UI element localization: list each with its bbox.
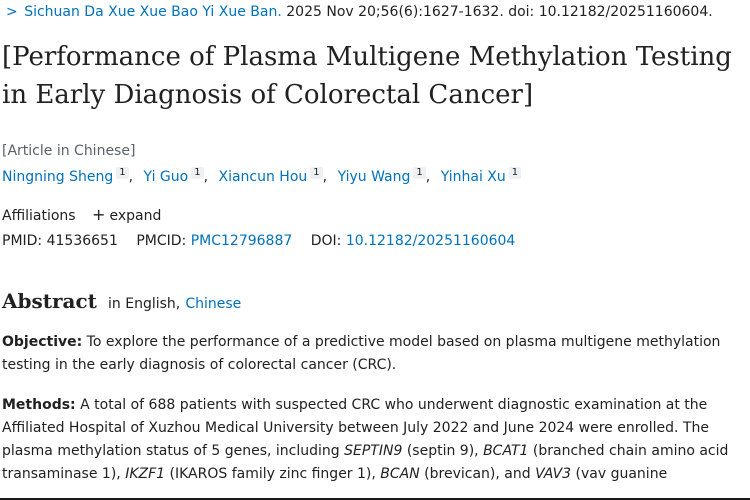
methods-label: Methods: [2, 397, 76, 413]
methods-text: (brevican), and [419, 466, 536, 482]
affiliations-row: Affiliations + expand [2, 205, 161, 224]
pmcid-label: PMCID: [136, 233, 187, 249]
doi-label: DOI: [310, 233, 342, 249]
abstract-language: in English, [108, 296, 181, 312]
gene-name: BCAT1 [483, 443, 529, 459]
article-title: [Performance of Plasma Multigene Methyla… [2, 42, 732, 110]
affiliation-number[interactable]: 1 [310, 167, 323, 179]
author-link[interactable]: Yiyu Wang [337, 169, 411, 185]
methods-text: (septin 9), [402, 443, 484, 459]
affiliations-label: Affiliations [2, 208, 76, 224]
expand-affiliations-button[interactable]: + expand [92, 205, 162, 224]
author-separator: , [425, 169, 431, 185]
gene-name: IKZF1 [125, 466, 166, 482]
objective-label: Objective: [2, 334, 83, 350]
author-link[interactable]: Xiancun Hou [218, 169, 308, 185]
plus-icon: + [92, 205, 106, 224]
methods-text: (branched chain amino acid transaminase … [2, 443, 729, 482]
author-separator: , [322, 169, 328, 185]
chevron-right-icon: > [6, 4, 18, 20]
methods-paragraph: Methods: A total of 688 patients with su… [2, 394, 742, 486]
pmid-label: PMID: [2, 233, 43, 249]
identifiers-row: PMID: 41536651 PMCID: PMC12796887 DOI: 1… [2, 233, 515, 249]
affiliation-number[interactable]: 1 [116, 167, 129, 179]
objective-text: To explore the performance of a predicti… [2, 334, 721, 373]
methods-text: (vav guanine [571, 466, 668, 482]
author-list: Ningning Sheng 1, Yi Guo 1, Xiancun Hou 1, … [2, 167, 522, 185]
gene-name: BCAN [380, 466, 420, 482]
author-link[interactable]: Yi Guo [143, 169, 189, 185]
citation-details: 2025 Nov 20;56(6):1627-1632. doi: 10.121… [281, 4, 713, 20]
gene-name: VAV3 [535, 466, 572, 482]
author-separator: , [128, 169, 134, 185]
abstract-heading: Abstract [2, 289, 97, 313]
pmid-value: 41536651 [46, 233, 118, 249]
affiliation-number[interactable]: 1 [508, 167, 522, 179]
author-link[interactable]: Ningning Sheng [2, 169, 114, 185]
methods-text: (IKAROS family zinc finger 1), [165, 466, 381, 482]
chinese-abstract-link[interactable]: Chinese [185, 296, 242, 312]
objective-paragraph: Objective: To explore the performance of… [2, 331, 742, 377]
affiliation-number[interactable]: 1 [413, 167, 426, 179]
abstract-header: Abstract in English, Chinese [2, 289, 241, 313]
pmcid-link[interactable]: PMC12796887 [190, 233, 293, 249]
language-tag: [Article in Chinese] [2, 143, 136, 159]
expand-label: expand [109, 208, 162, 224]
author-separator: , [203, 169, 209, 185]
citation-line: > Sichuan Da Xue Xue Bao Yi Xue Ban. 202… [6, 4, 713, 20]
gene-name: SEPTIN9 [344, 443, 403, 459]
affiliation-number[interactable]: 1 [191, 167, 204, 179]
doi-link[interactable]: 10.12182/20251160604 [345, 233, 516, 249]
journal-link[interactable]: Sichuan Da Xue Xue Bao Yi Xue Ban. [24, 4, 282, 20]
bottom-divider [0, 498, 750, 500]
methods-text: A total of 688 patients with suspected C… [2, 397, 709, 459]
author-link[interactable]: Yinhai Xu [440, 169, 506, 185]
